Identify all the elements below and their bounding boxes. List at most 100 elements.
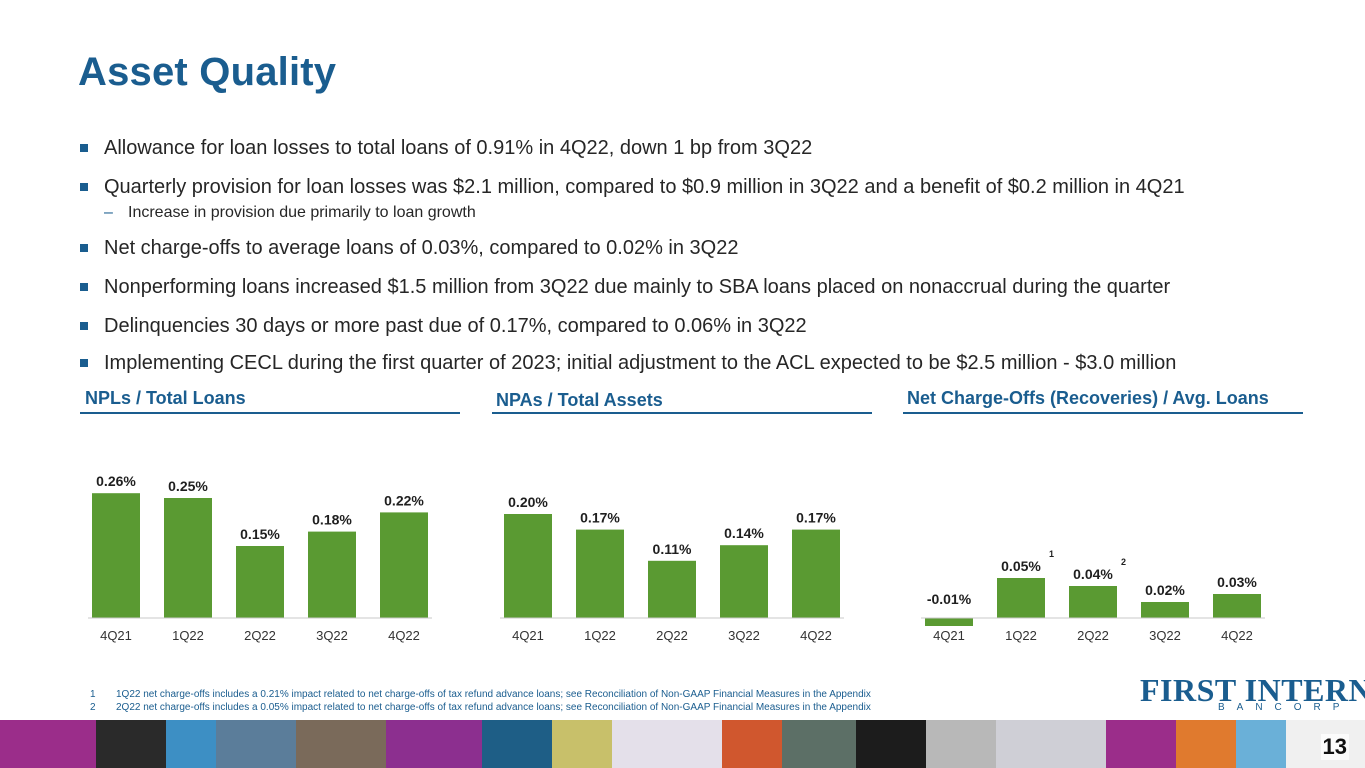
- decor-tile: [856, 720, 926, 768]
- bullet-square-icon: [80, 244, 88, 252]
- category-label: 2Q22: [1077, 628, 1109, 643]
- decor-tile: [482, 720, 552, 768]
- decor-tile: [0, 720, 96, 768]
- chart-title-npas: NPAs / Total Assets: [496, 390, 663, 410]
- bullet-square-icon: [80, 359, 88, 367]
- category-label: 3Q22: [1149, 628, 1181, 643]
- category-label: 4Q21: [512, 628, 544, 643]
- value-label: 0.05%: [1001, 558, 1041, 574]
- decor-tile: [96, 720, 166, 768]
- bar-1q22: [164, 498, 212, 618]
- bullet-net-charge-offs: Net charge-offs to average loans of 0.03…: [80, 236, 1350, 260]
- footnote: 2 2Q22 net charge-offs includes a 0.05% i…: [90, 702, 871, 713]
- decor-tile: [1176, 720, 1236, 768]
- sub-bullet-provision: – Increase in provision due primarily to…: [80, 203, 1350, 223]
- chart-rule: [903, 412, 1303, 414]
- bar-4q22: [1213, 594, 1261, 618]
- value-label: 0.22%: [384, 492, 424, 508]
- chart-title-net-charge-offs: Net Charge-Offs (Recoveries) / Avg. Loan…: [907, 388, 1269, 408]
- decor-tile: [782, 720, 856, 768]
- bullet-square-icon: [80, 144, 88, 152]
- decor-tile: [996, 720, 1106, 768]
- bullet-cecl: Implementing CECL during the first quart…: [80, 351, 1350, 375]
- value-label: 0.11%: [653, 541, 692, 557]
- decor-tile: [552, 720, 612, 768]
- value-label: 0.14%: [724, 525, 764, 541]
- bar-4q21: [504, 514, 552, 618]
- category-label: 2Q22: [656, 628, 688, 643]
- sub-bullet-text: Increase in provision due primarily to l…: [128, 204, 476, 221]
- logo-wordmark: FIRST INTERNET: [1140, 672, 1365, 708]
- value-label: 0.15%: [240, 526, 280, 542]
- bullet-nonperforming: Nonperforming loans increased $1.5 milli…: [80, 275, 1350, 299]
- category-label: 4Q22: [1221, 628, 1253, 643]
- bullet-square-icon: [80, 183, 88, 191]
- category-label: 3Q22: [316, 628, 348, 643]
- category-label: 4Q22: [800, 628, 832, 643]
- category-label: 4Q22: [388, 628, 420, 643]
- category-label: 4Q21: [933, 628, 965, 643]
- value-label: 0.17%: [796, 510, 836, 526]
- bullet-text: Nonperforming loans increased $1.5 milli…: [104, 276, 1171, 298]
- category-label: 1Q22: [172, 628, 204, 643]
- bar-3q22: [308, 531, 356, 618]
- decor-tile: [926, 720, 996, 768]
- value-label: 0.17%: [580, 510, 620, 526]
- bar-4q21: [92, 493, 140, 618]
- value-label: 0.25%: [168, 478, 208, 494]
- bar-2q22: [648, 560, 696, 618]
- bullet-delinquencies: Delinquencies 30 days or more past due o…: [80, 314, 1350, 338]
- bullet-allowance: Allowance for loan losses to total loans…: [80, 136, 1350, 160]
- bullet-text: Implementing CECL during the first quart…: [104, 352, 1177, 374]
- value-label: 0.18%: [312, 512, 352, 528]
- footnote: 1 1Q22 net charge-offs includes a 0.21% i…: [90, 689, 871, 700]
- chart-npls: 0.26% 4Q21 0.25% 1Q22 0.15% 2Q22 0.18% 3Q22 0.22…: [88, 473, 432, 643]
- category-label: 1Q22: [1005, 628, 1037, 643]
- decor-tile: [1106, 720, 1176, 768]
- bullet-square-icon: [80, 322, 88, 330]
- decor-tile: [216, 720, 296, 768]
- bullet-text: Quarterly provision for loan losses was …: [104, 176, 1185, 198]
- bar-2q22: [236, 546, 284, 618]
- value-label: 0.02%: [1145, 582, 1185, 598]
- bar-1q22: [997, 578, 1045, 618]
- value-label: 0.03%: [1217, 574, 1257, 590]
- chart-npas: 0.20% 4Q21 0.17% 1Q22 0.11% 2Q22 0.14% 3Q22 0.17…: [500, 494, 844, 643]
- bullet-provision: Quarterly provision for loan losses was …: [80, 175, 1350, 199]
- value-label: 0.20%: [508, 494, 548, 510]
- bar-3q22: [1141, 602, 1189, 618]
- value-label: -0.01%: [927, 591, 972, 607]
- decor-tile: [296, 720, 386, 768]
- dash-icon: –: [104, 204, 113, 221]
- value-label: 0.04%: [1073, 566, 1113, 582]
- bullet-list: Allowance for loan losses to total loans…: [80, 136, 1350, 375]
- footnote-marker: 1: [1049, 549, 1054, 559]
- chart-net-charge-offs: -0.01% 4Q21 0.05% 1 1Q22 0.04% 2 2Q22 0.02% 3Q22 0…: [921, 549, 1265, 643]
- category-label: 1Q22: [584, 628, 616, 643]
- footnotes: 1 1Q22 net charge-offs includes a 0.21% i…: [90, 688, 871, 714]
- logo-subtitle: BANCORP: [1218, 702, 1352, 713]
- decor-tile: [1236, 720, 1286, 768]
- bar-3q22: [720, 545, 768, 618]
- decorative-photo-strip: [0, 720, 1365, 768]
- chart-rule: [80, 412, 460, 414]
- bullet-text: Allowance for loan losses to total loans…: [104, 137, 813, 159]
- decor-tile: [386, 720, 482, 768]
- bar-1q22: [576, 529, 624, 618]
- decor-tile: [722, 720, 782, 768]
- chart-title-npls: NPLs / Total Loans: [85, 388, 246, 408]
- chart-rule: [492, 412, 872, 414]
- company-logo: FIRST INTERNET BANCORP: [1140, 672, 1365, 716]
- category-label: 4Q21: [100, 628, 132, 643]
- decor-tile: [612, 720, 722, 768]
- decor-tile: [166, 720, 216, 768]
- bar-4q22: [792, 529, 840, 618]
- bullet-square-icon: [80, 283, 88, 291]
- bar-2q22: [1069, 586, 1117, 618]
- category-label: 2Q22: [244, 628, 276, 643]
- value-label: 0.26%: [96, 473, 136, 489]
- category-label: 3Q22: [728, 628, 760, 643]
- page-title: Asset Quality: [78, 50, 337, 94]
- footnote-marker: 2: [1121, 557, 1126, 567]
- bullet-text: Net charge-offs to average loans of 0.03…: [104, 237, 739, 259]
